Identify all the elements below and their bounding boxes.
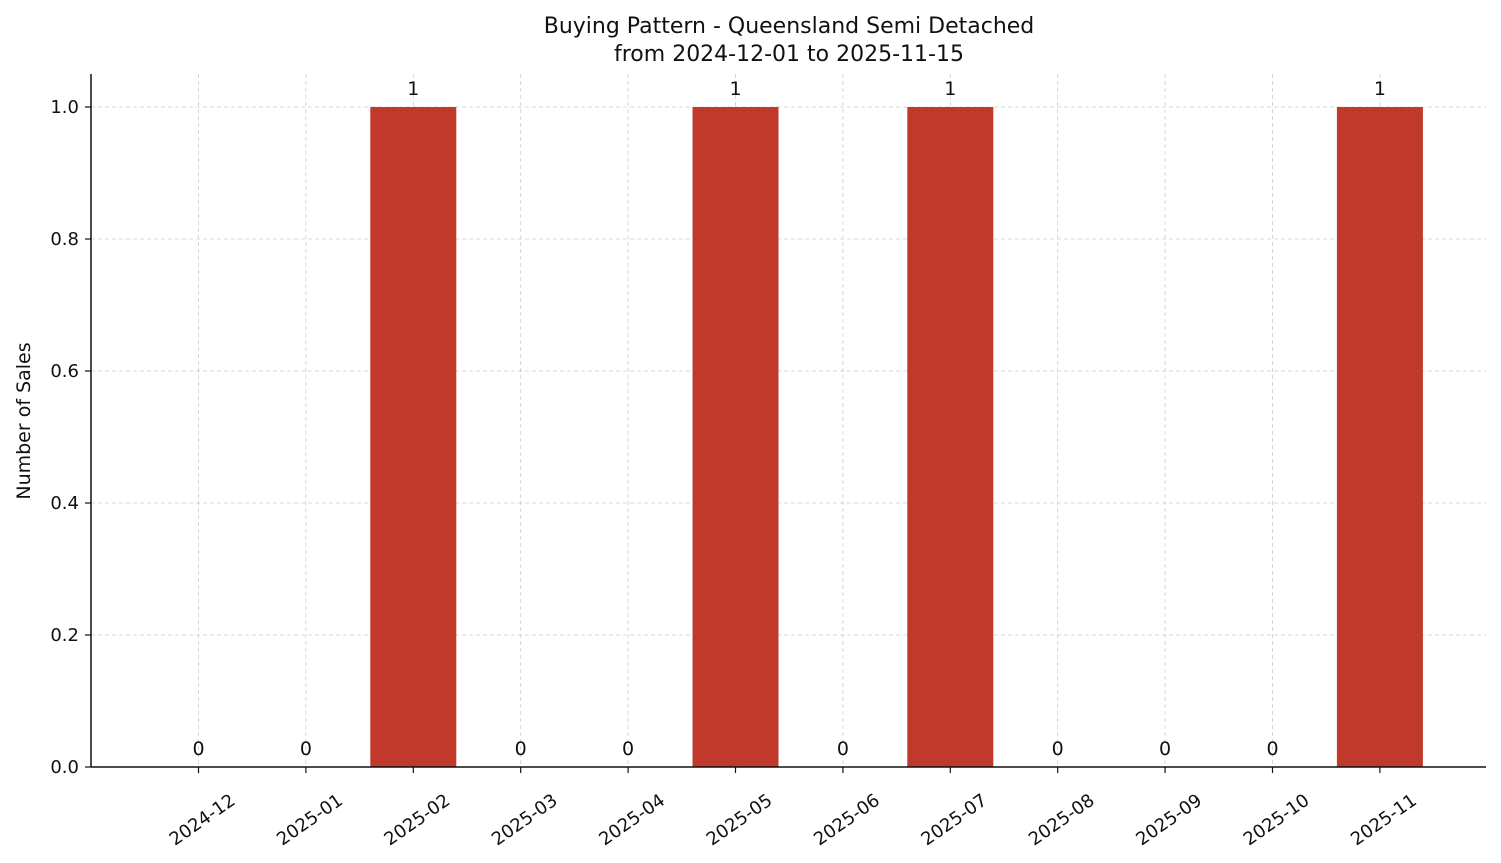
bar: [370, 107, 457, 767]
x-tick-label: 2025-04: [595, 790, 669, 850]
bar-value-label: 1: [1374, 78, 1386, 100]
x-tick-label: 2025-11: [1347, 790, 1421, 850]
grid: [91, 74, 1486, 767]
bar-value-label: 0: [192, 738, 204, 760]
chart-subtitle: from 2024-12-01 to 2025-11-15: [614, 42, 964, 67]
y-axis-label: Number of Sales: [13, 342, 35, 499]
x-tick-label: 2025-07: [918, 790, 992, 850]
bar: [907, 107, 994, 767]
x-tick-label: 2025-02: [381, 790, 455, 850]
x-tick-label: 2025-03: [488, 790, 562, 850]
y-tick-label: 0.6: [50, 361, 79, 382]
x-tick-label: 2025-08: [1025, 790, 1099, 850]
x-tick-label: 2025-05: [703, 790, 777, 850]
y-tick-label: 0.0: [50, 757, 79, 778]
bars: [370, 107, 1423, 767]
bar-value-label: 0: [1159, 738, 1171, 760]
x-tick-label: 2025-09: [1132, 790, 1206, 850]
x-tick-label: 2025-01: [273, 790, 347, 850]
y-tick-label: 0.8: [50, 229, 79, 250]
x-tick-label: 2025-06: [810, 790, 884, 850]
y-tick-label: 0.2: [50, 625, 79, 646]
bar-value-label: 0: [1266, 738, 1278, 760]
y-tick-label: 0.4: [50, 493, 79, 514]
y-tick-label: 1.0: [50, 97, 79, 118]
bar-value-label: 0: [515, 738, 527, 760]
bar-value-label: 0: [1052, 738, 1064, 760]
bar: [692, 107, 779, 767]
bar-value-label: 1: [944, 78, 956, 100]
bar: [1336, 107, 1423, 767]
data-labels: 0 0 1 0 0 1 0 1 0 0 0 1: [192, 78, 1385, 760]
bar-value-label: 1: [407, 78, 419, 100]
bar-value-label: 0: [622, 738, 634, 760]
bar-value-label: 0: [300, 738, 312, 760]
bar-value-label: 1: [729, 78, 741, 100]
x-tick-label: 2025-10: [1240, 790, 1314, 850]
x-tick-label: 2024-12: [166, 790, 240, 850]
chart-title: Buying Pattern - Queensland Semi Detache…: [544, 14, 1035, 39]
bar-value-label: 0: [837, 738, 849, 760]
